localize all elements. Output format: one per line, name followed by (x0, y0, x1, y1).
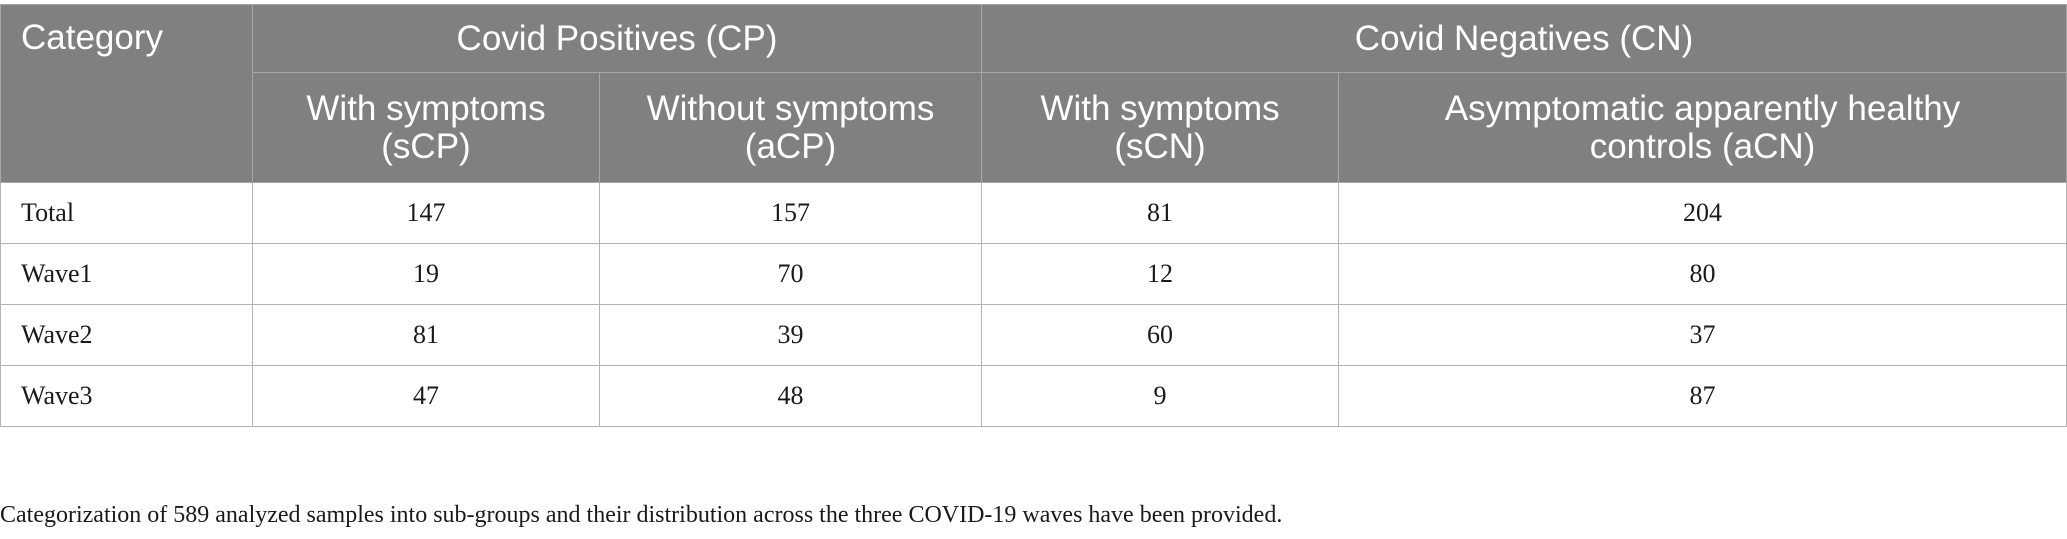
header-scp-line1: With symptoms (306, 88, 546, 128)
row-label: Wave1 (0, 243, 253, 305)
header-category: Category (0, 4, 253, 183)
table-cell: 81 (252, 304, 600, 366)
table-cell: 80 (1338, 243, 2067, 305)
data-table-container: Category Covid Positives (CP) Covid Nega… (0, 4, 2067, 427)
table-cell: 70 (598, 243, 983, 305)
table-cell: 147 (252, 182, 600, 244)
header-acp-line2: (aCP) (744, 126, 837, 166)
header-acn-line2: controls (aCN) (1589, 126, 1816, 166)
table-row: Wave3 47 48 9 87 (0, 365, 2067, 427)
covid-samples-table: Category Covid Positives (CP) Covid Nega… (0, 4, 2067, 427)
header-scp: With symptoms (sCP) (252, 72, 600, 183)
table-row: Total 147 157 81 204 (0, 182, 2067, 244)
header-scn: With symptoms (sCN) (981, 72, 1340, 183)
table-cell: 87 (1338, 365, 2067, 427)
table-cell: 81 (981, 182, 1340, 244)
table-cell: 12 (981, 243, 1340, 305)
table-cell: 19 (252, 243, 600, 305)
table-cell: 157 (598, 182, 983, 244)
table-cell: 47 (252, 365, 600, 427)
row-label: Wave3 (0, 365, 253, 427)
table-caption: Categorization of 589 analyzed samples i… (0, 502, 1283, 528)
header-acn: Asymptomatic apparently healthy controls… (1338, 72, 2067, 183)
header-covid-negatives: Covid Negatives (CN) (981, 4, 2067, 73)
header-acp: Without symptoms (aCP) (598, 72, 983, 183)
table-row: Wave2 81 39 60 37 (0, 304, 2067, 366)
row-label: Total (0, 182, 253, 244)
table-cell: 60 (981, 304, 1340, 366)
table-cell: 9 (981, 365, 1340, 427)
header-scp-line2: (sCP) (381, 126, 471, 166)
table-cell: 39 (598, 304, 983, 366)
row-label: Wave2 (0, 304, 253, 366)
header-acp-line1: Without symptoms (646, 88, 935, 128)
table-cell: 37 (1338, 304, 2067, 366)
header-acn-line1: Asymptomatic apparently healthy (1444, 88, 1961, 128)
header-row-groups: Category Covid Positives (CP) Covid Nega… (0, 4, 2067, 183)
header-row-subgroups: With symptoms (sCP) Without symptoms (aC… (1, 72, 2067, 183)
header-scn-line2: (sCN) (1114, 126, 1206, 166)
table-cell: 48 (598, 365, 983, 427)
header-scn-line1: With symptoms (1040, 88, 1280, 128)
table-row: Wave1 19 70 12 80 (0, 243, 2067, 305)
table-cell: 204 (1338, 182, 2067, 244)
header-covid-positives: Covid Positives (CP) (251, 4, 983, 73)
